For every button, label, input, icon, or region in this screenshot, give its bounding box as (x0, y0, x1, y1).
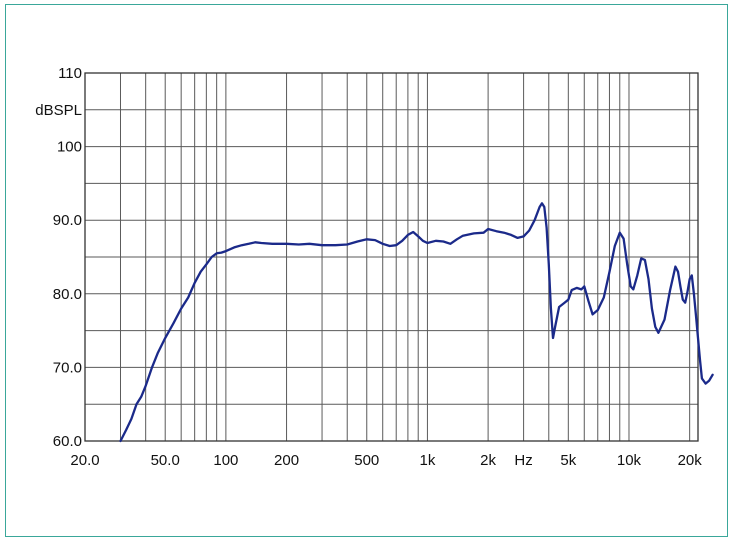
frequency-response-chart: 110 100 90.0 80.0 70.0 60.0 20.0 50.0 100 200 500… (35, 65, 714, 469)
series-lines (119, 202, 714, 443)
x-axis-unit-label: Hz (514, 452, 532, 469)
x-tick-label: 100 (213, 452, 238, 469)
plot-border (84, 72, 699, 442)
x-tick-label: 50.0 (151, 452, 180, 469)
x-tick-label: 10k (617, 452, 642, 469)
x-axis-ticks: 20.0 50.0 100 200 500 1k 2k 5k 10k 20k (70, 452, 702, 469)
y-tick-label: 100 (57, 139, 82, 156)
y-tick-label: 60.0 (53, 433, 82, 450)
frequency-response-line (119, 202, 714, 443)
x-tick-label: 500 (354, 452, 379, 469)
x-tick-label: 5k (560, 452, 576, 469)
x-tick-label: 20.0 (70, 452, 99, 469)
y-tick-label: 80.0 (53, 286, 82, 303)
y-axis-ticks: 110 100 90.0 80.0 70.0 60.0 (53, 65, 82, 450)
x-tick-label: 20k (678, 452, 703, 469)
y-tick-label: 90.0 (53, 212, 82, 229)
x-tick-label: 1k (420, 452, 436, 469)
x-tick-label: 200 (274, 452, 299, 469)
y-axis-label: dBSPL (35, 102, 82, 119)
grid-lines (84, 72, 699, 442)
x-tick-label: 2k (480, 452, 496, 469)
chart-frame: 110 100 90.0 80.0 70.0 60.0 20.0 50.0 100 200 500… (5, 4, 728, 537)
y-tick-label: 110 (58, 65, 82, 82)
y-tick-label: 70.0 (53, 359, 82, 376)
